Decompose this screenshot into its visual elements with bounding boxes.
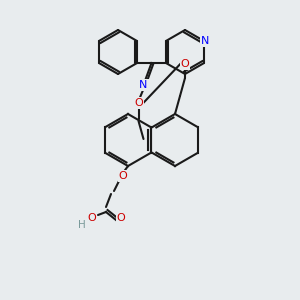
Text: O: O	[118, 171, 127, 181]
Text: H: H	[78, 220, 86, 230]
Text: O: O	[181, 59, 189, 69]
Text: N: N	[139, 80, 148, 90]
Text: O: O	[134, 98, 143, 108]
Text: O: O	[88, 213, 96, 223]
Text: O: O	[117, 213, 125, 223]
Text: N: N	[201, 36, 209, 46]
